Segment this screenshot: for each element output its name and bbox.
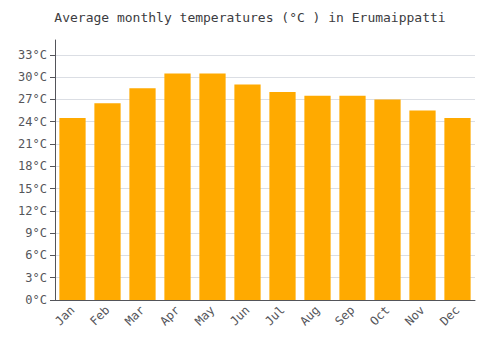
svg-text:30°C: 30°C (18, 70, 47, 84)
svg-text:0°C: 0°C (25, 293, 47, 307)
svg-text:27°C: 27°C (18, 92, 47, 106)
svg-text:Mar: Mar (122, 303, 147, 328)
svg-text:3°C: 3°C (25, 271, 47, 285)
svg-text:21°C: 21°C (18, 137, 47, 151)
svg-text:Average monthly temperatures (: Average monthly temperatures (°C ) in Er… (54, 10, 445, 25)
svg-text:Jul: Jul (262, 303, 287, 328)
svg-text:Aug: Aug (297, 303, 322, 328)
svg-text:Jun: Jun (227, 303, 252, 328)
svg-text:15°C: 15°C (18, 182, 47, 196)
svg-text:Dec: Dec (437, 303, 462, 328)
svg-text:Jan: Jan (52, 303, 77, 328)
svg-text:6°C: 6°C (25, 248, 47, 262)
svg-text:Sep: Sep (332, 303, 357, 328)
svg-text:Feb: Feb (87, 303, 112, 328)
svg-text:Nov: Nov (402, 303, 427, 328)
svg-text:9°C: 9°C (25, 226, 47, 240)
svg-text:18°C: 18°C (18, 159, 47, 173)
svg-text:May: May (192, 303, 217, 328)
svg-text:12°C: 12°C (18, 204, 47, 218)
svg-text:Oct: Oct (367, 303, 392, 328)
svg-text:24°C: 24°C (18, 115, 47, 129)
svg-text:Apr: Apr (157, 303, 182, 328)
svg-text:33°C: 33°C (18, 48, 47, 62)
